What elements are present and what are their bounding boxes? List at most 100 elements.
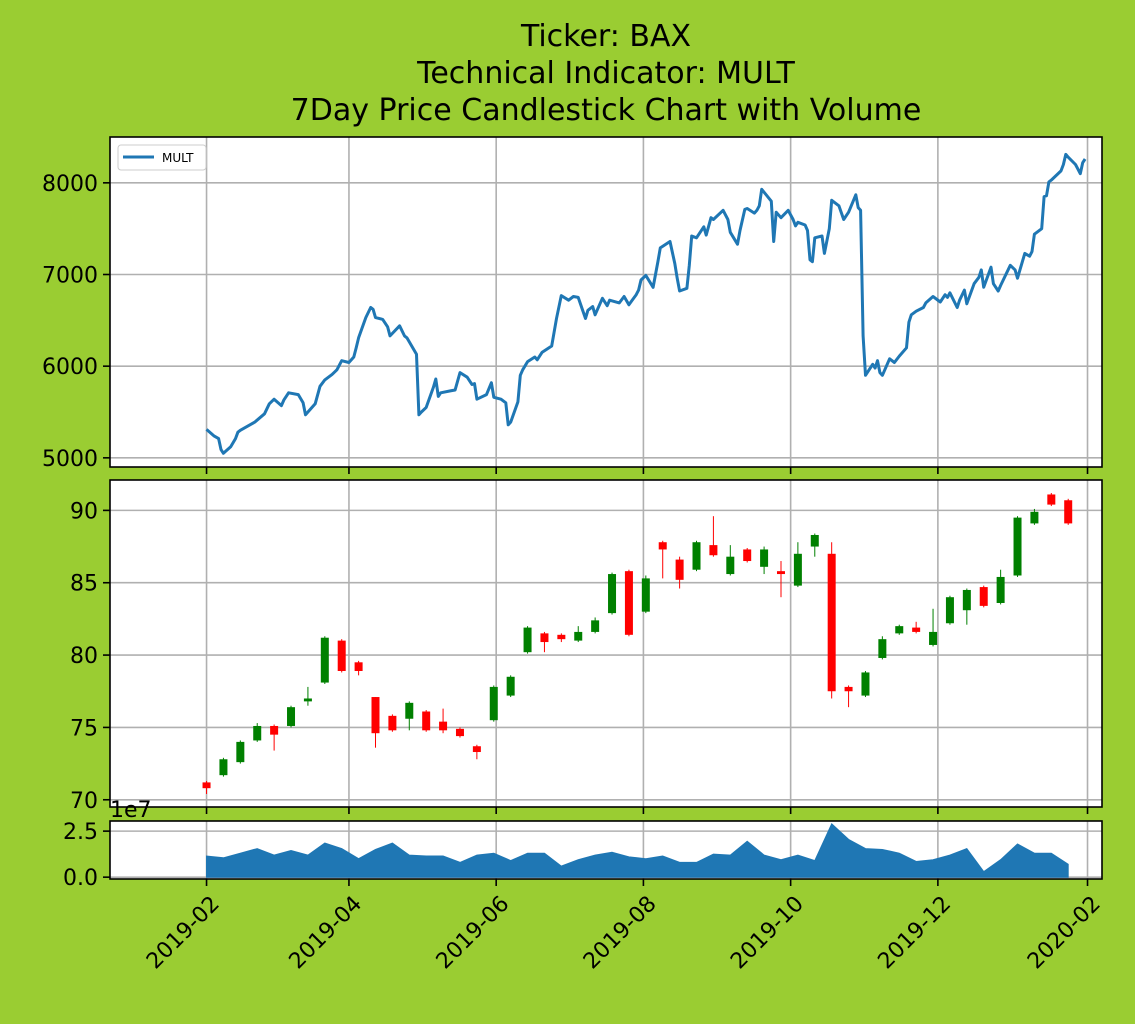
candle (675, 556, 684, 589)
candle-body (202, 782, 211, 789)
panel-volume-y-axis: 0.0 2.5 (63, 820, 110, 891)
title-line-3: 7Day Price Candlestick Chart with Volume (291, 93, 922, 128)
candle-body (253, 725, 262, 741)
x-tick-label: 2019-12 (873, 892, 956, 975)
panel-indicator-frame (109, 136, 1103, 468)
panel-indicator-y-axis: 5000 6000 7000 8000 (42, 172, 110, 472)
volume-area (206, 822, 1069, 878)
candle-body (303, 698, 312, 702)
candle (1030, 508, 1039, 525)
candle (793, 542, 802, 588)
candle-body (776, 571, 785, 575)
candle (320, 636, 329, 685)
panel-indicator: 5000 6000 7000 8000 MULT (42, 136, 1103, 474)
candle (506, 675, 515, 698)
candle (405, 701, 414, 731)
candle-body (878, 639, 887, 658)
candle-body (337, 640, 346, 671)
x-tick-label: 2019-08 (579, 892, 662, 975)
candle-body (1030, 511, 1039, 524)
candle-body (371, 697, 380, 734)
candle (371, 697, 380, 748)
candle-body (489, 686, 498, 721)
candle-body (827, 553, 836, 692)
candle (472, 744, 481, 760)
candle (287, 705, 296, 728)
candle (929, 608, 938, 647)
candle (861, 670, 870, 698)
chart-title: Ticker: BAX Technical Indicator: MULT 7D… (291, 19, 922, 128)
x-tick-label: 2019-06 (432, 892, 515, 975)
candle-body (675, 559, 684, 580)
y-tick-label: 0.0 (63, 866, 98, 891)
candle-body (709, 545, 718, 556)
candle (303, 686, 312, 706)
candle (202, 780, 211, 794)
candle (743, 548, 752, 563)
candle (270, 724, 279, 751)
candle (979, 585, 988, 608)
candle-body (912, 627, 921, 632)
legend-label: MULT (162, 151, 194, 165)
candle-body (658, 542, 667, 550)
candle (608, 572, 617, 615)
candle-body (895, 626, 904, 634)
legend-box (117, 144, 207, 171)
candle-body (743, 549, 752, 562)
candle (1013, 516, 1022, 577)
candle-body (962, 589, 971, 611)
candle (439, 708, 448, 734)
candle-body (844, 686, 853, 692)
panel-volume: 0.0 2.5 1e7 (63, 798, 1103, 891)
panel-volume-frame (109, 820, 1103, 880)
candle (844, 685, 853, 708)
y-tick-label: 75 (70, 716, 98, 741)
candle (591, 617, 600, 634)
candle-body (996, 576, 1005, 603)
x-tick-label: 2020-02 (1023, 892, 1106, 975)
candle (709, 516, 718, 557)
candle (726, 545, 735, 576)
candle (219, 757, 228, 777)
candle (574, 626, 583, 643)
candle-body (287, 707, 296, 726)
candle (760, 546, 769, 575)
candle-body (219, 759, 228, 776)
y-tick-label: 6000 (42, 355, 98, 380)
candle (912, 621, 921, 634)
candle (624, 569, 633, 637)
panel-price-y-axis: 70 75 80 85 90 (70, 499, 110, 814)
volume-offset-label: 1e7 (110, 798, 152, 823)
plot-layer: 5000 6000 7000 8000 MULT 70 75 80 85 90 0.0 2.5 1e7 2… (42, 136, 1106, 975)
candle (557, 633, 566, 643)
candle-body (574, 631, 583, 641)
candle (895, 624, 904, 635)
candle (810, 533, 819, 557)
candle-body (472, 746, 481, 753)
series-line-MULT (205, 152, 1087, 455)
candle (253, 723, 262, 742)
panel-price-frame (109, 479, 1103, 808)
candle-body (979, 587, 988, 606)
candle-body (455, 728, 464, 737)
candle-body (557, 634, 566, 640)
candle (455, 727, 464, 738)
candle (827, 542, 836, 699)
y-tick-label: 8000 (42, 172, 98, 197)
candle-body (506, 676, 515, 696)
candle-body (270, 725, 279, 735)
candle-body (388, 715, 397, 731)
y-tick-label: 70 (70, 789, 98, 814)
candle-body (861, 672, 870, 696)
candle-body (1013, 517, 1022, 576)
candle (776, 561, 785, 598)
x-tick-label: 2019-10 (726, 892, 809, 975)
candle-body (641, 578, 650, 612)
candle (489, 685, 498, 722)
candle-body (540, 633, 549, 643)
candle-body (726, 556, 735, 575)
y-tick-label: 80 (70, 644, 98, 669)
candle-body (422, 711, 431, 731)
